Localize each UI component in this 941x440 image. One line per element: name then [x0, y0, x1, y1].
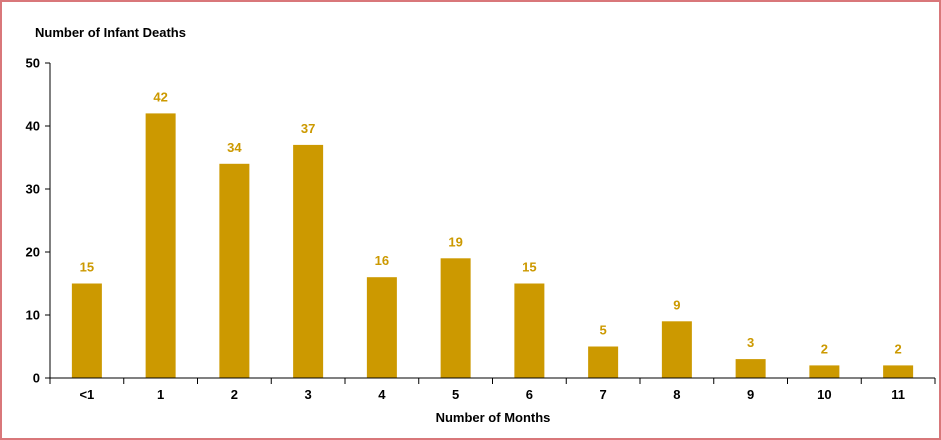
- data-label: 2: [895, 341, 902, 356]
- x-axis-title: Number of Months: [436, 410, 551, 425]
- y-tick-label: 0: [33, 371, 40, 386]
- bar: [883, 365, 914, 378]
- bar: [366, 277, 397, 378]
- data-label: 9: [673, 297, 680, 312]
- x-tick-label: 2: [231, 387, 238, 402]
- bar: [735, 359, 766, 378]
- y-axis-title: Number of Infant Deaths: [35, 25, 186, 40]
- data-label: 3: [747, 335, 754, 350]
- x-tick-label: 10: [817, 387, 831, 402]
- data-label: 34: [227, 140, 242, 155]
- bar: [219, 163, 250, 378]
- data-label: 15: [522, 260, 536, 275]
- x-tick-label: 3: [305, 387, 312, 402]
- y-tick-label: 50: [26, 56, 40, 71]
- bar: [440, 258, 471, 378]
- x-tick-label: 11: [891, 387, 905, 402]
- y-tick-label: 10: [26, 308, 40, 323]
- x-tick-label: 1: [157, 387, 164, 402]
- bar: [145, 113, 176, 379]
- data-label: 42: [153, 89, 167, 104]
- bar: [514, 283, 545, 378]
- bar: [293, 144, 324, 378]
- y-tick-label: 30: [26, 182, 40, 197]
- data-label: 2: [821, 341, 828, 356]
- bar: [71, 283, 102, 378]
- data-label: 15: [80, 260, 94, 275]
- data-label: 19: [448, 234, 462, 249]
- x-tick-label: 8: [673, 387, 680, 402]
- x-tick-label: <1: [79, 387, 94, 402]
- x-tick-label: 7: [600, 387, 607, 402]
- x-tick-label: 4: [378, 387, 386, 402]
- x-tick-label: 6: [526, 387, 533, 402]
- data-label: 37: [301, 121, 315, 136]
- x-tick-label: 9: [747, 387, 754, 402]
- y-tick-label: 20: [26, 245, 40, 260]
- data-label: 5: [600, 323, 607, 338]
- data-label: 16: [375, 253, 389, 268]
- x-tick-label: 5: [452, 387, 459, 402]
- y-tick-label: 40: [26, 119, 40, 134]
- bar: [809, 365, 840, 378]
- bar: [661, 321, 692, 378]
- bar: [588, 346, 619, 378]
